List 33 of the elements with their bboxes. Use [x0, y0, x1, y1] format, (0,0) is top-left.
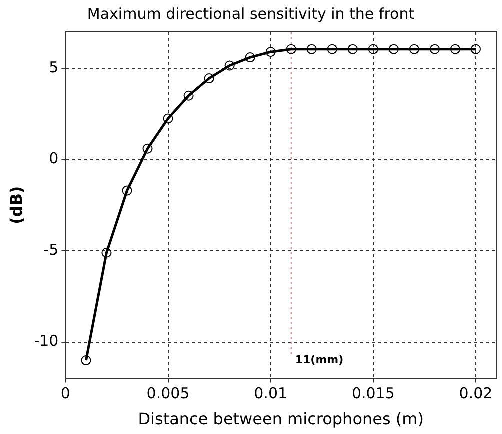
point — [430, 44, 440, 54]
point — [286, 44, 296, 54]
x-tick-label: 0.005 — [146, 384, 190, 403]
point — [142, 144, 153, 154]
point — [388, 44, 399, 54]
point — [102, 248, 112, 258]
point — [122, 186, 132, 196]
y-axis-title: (dB) — [6, 186, 26, 225]
x-tick-label: 0 — [60, 384, 70, 403]
y-tick-label: 0 — [49, 150, 59, 168]
point — [348, 44, 358, 54]
point — [306, 44, 317, 54]
y-tick-label: -5 — [44, 240, 59, 259]
x-tick-label: 0.02 — [459, 384, 493, 403]
y-tick-label: -10 — [34, 332, 59, 350]
point — [266, 47, 276, 58]
point — [327, 44, 338, 54]
x-tick-label: 0.01 — [254, 384, 288, 403]
ref-line-label: 11(mm) — [295, 354, 344, 367]
point — [81, 356, 92, 366]
point — [409, 44, 420, 54]
point — [224, 60, 235, 71]
y-tick-label: 5 — [49, 58, 59, 76]
point — [470, 44, 481, 54]
point — [245, 52, 256, 63]
point — [204, 74, 214, 84]
point — [163, 114, 174, 124]
x-axis-title: Distance between microphones (m) — [138, 410, 424, 429]
point — [450, 44, 460, 54]
chart-title: Maximum directional sensitivity in the front — [87, 4, 415, 23]
x-tick-label: 0.015 — [352, 384, 395, 403]
point — [368, 44, 378, 54]
point — [184, 90, 194, 101]
